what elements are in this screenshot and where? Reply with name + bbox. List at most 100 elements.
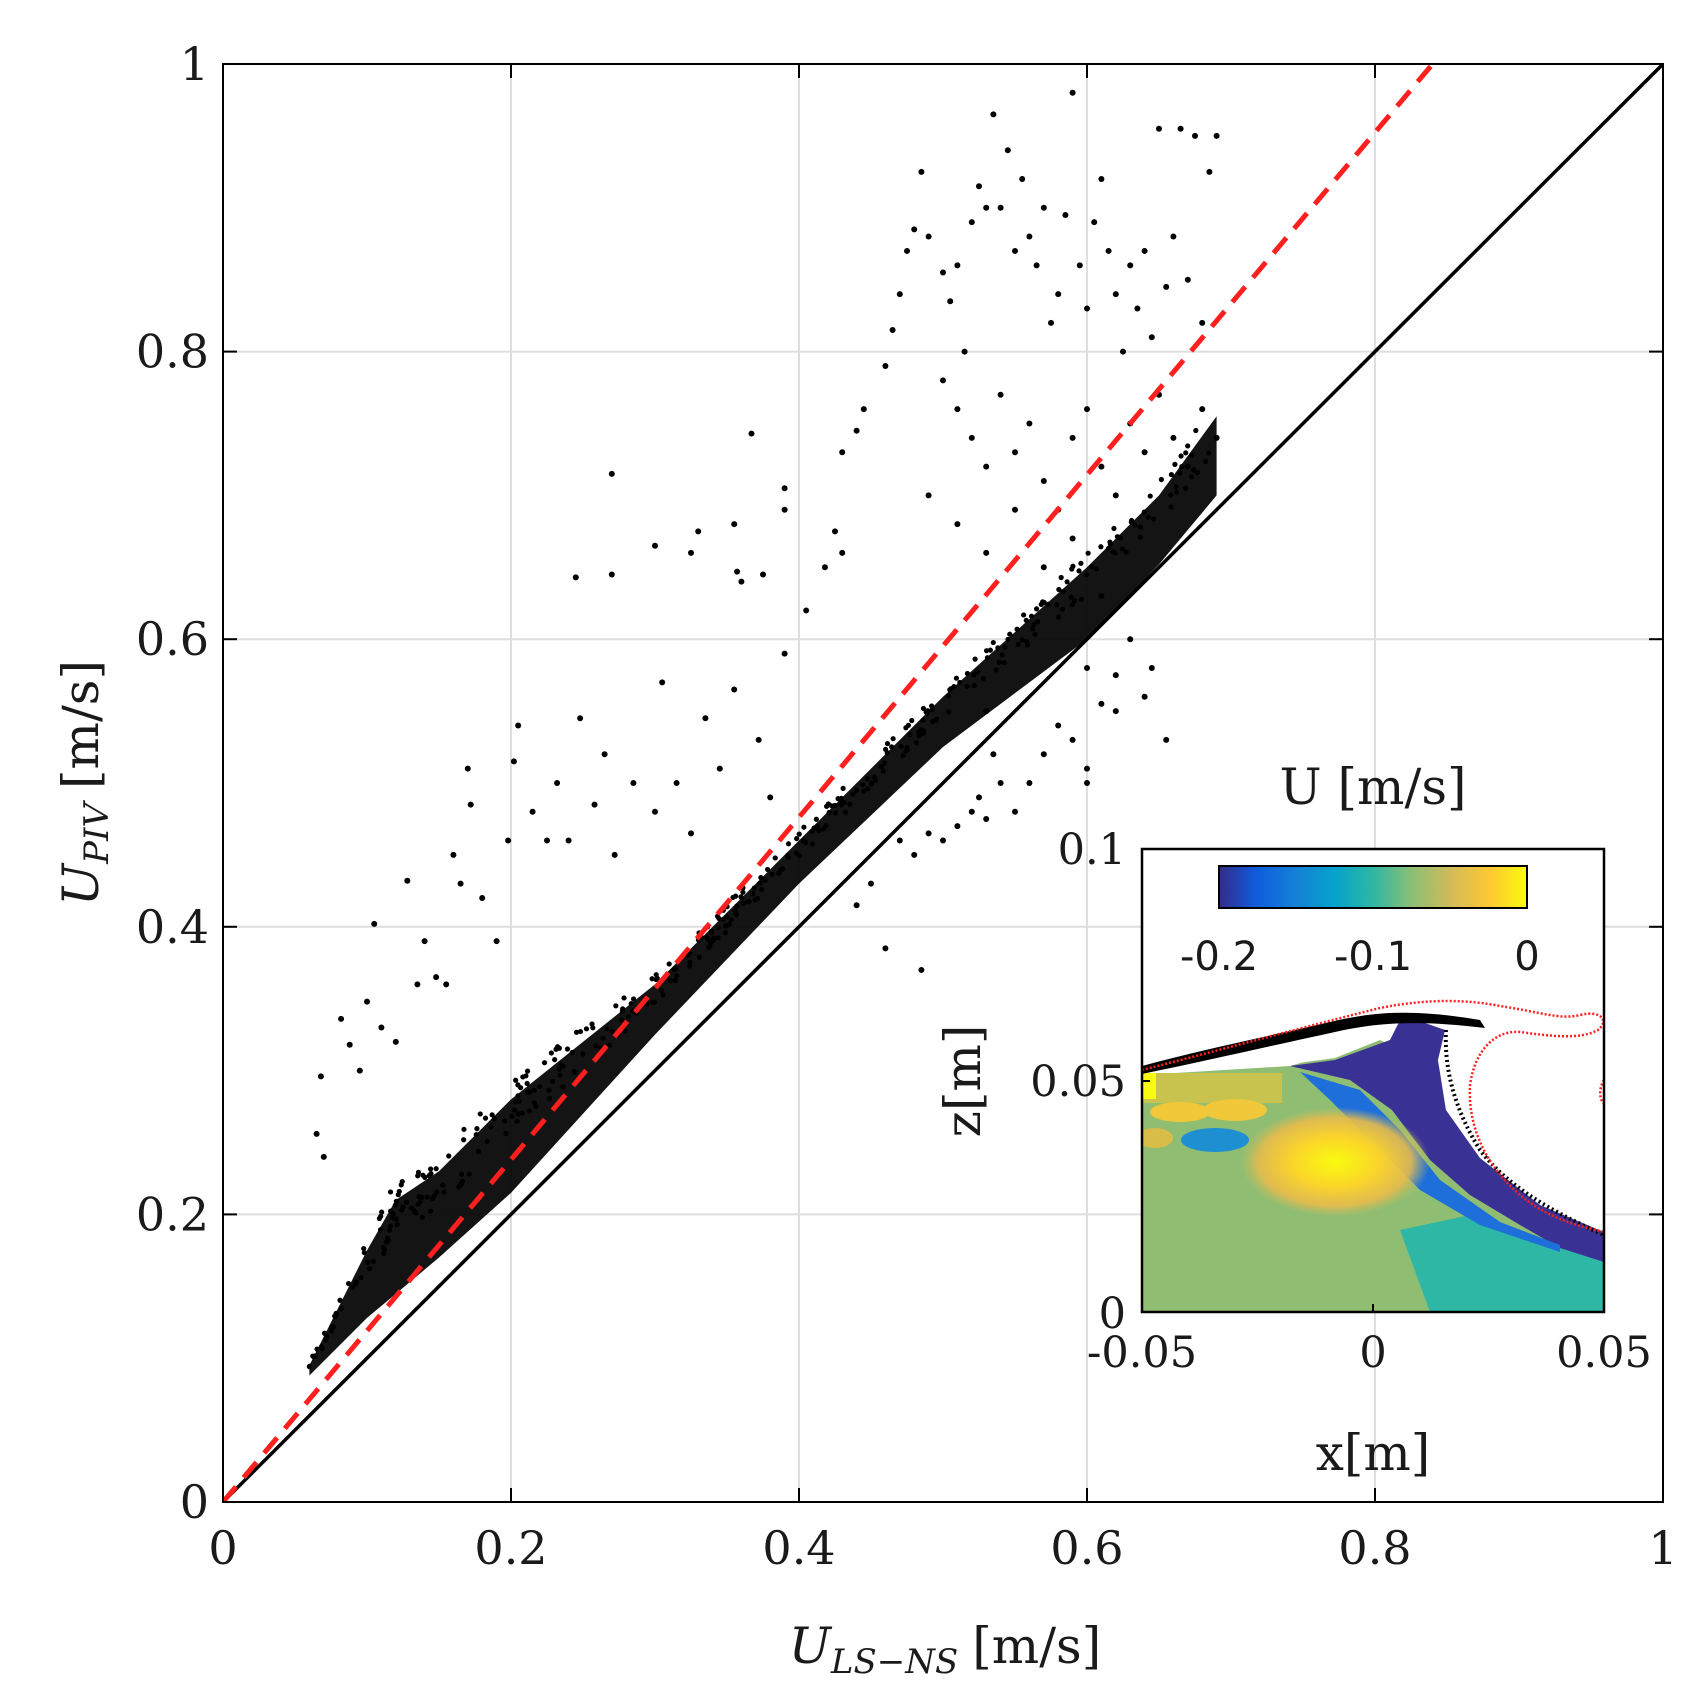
- band-point: [1178, 453, 1184, 459]
- band-point: [913, 740, 920, 746]
- scatter-point: [404, 877, 411, 884]
- band-point: [311, 1354, 317, 1360]
- band-point: [484, 1138, 490, 1145]
- scatter-point: [1084, 305, 1090, 312]
- band-point: [564, 1046, 571, 1052]
- band-point: [1060, 588, 1066, 595]
- scatter-point: [983, 549, 990, 556]
- band-point: [881, 760, 887, 766]
- band-point: [984, 655, 991, 661]
- band-point: [1019, 637, 1025, 643]
- scatter-point: [731, 686, 738, 693]
- band-point: [332, 1313, 338, 1319]
- band-point: [929, 706, 935, 713]
- band-point: [409, 1205, 415, 1211]
- band-point: [739, 895, 745, 901]
- band-point: [733, 911, 739, 917]
- scatter-point: [868, 880, 874, 887]
- y-tick-label: 1: [180, 37, 209, 91]
- scatter-point: [983, 815, 990, 822]
- band-point: [557, 1061, 563, 1067]
- band-point: [861, 788, 867, 794]
- band-point: [589, 1021, 595, 1027]
- scatter-point: [1033, 262, 1040, 269]
- band-point: [387, 1208, 394, 1214]
- scatter-point: [925, 830, 932, 837]
- band-point: [707, 940, 714, 946]
- band-point: [728, 917, 734, 923]
- band-point: [1085, 550, 1091, 556]
- scatter-point: [554, 780, 561, 786]
- scatter-point: [853, 902, 860, 909]
- band-point: [850, 791, 856, 797]
- band-point: [319, 1345, 325, 1352]
- scatter-point: [1040, 564, 1047, 571]
- scatter-point: [1098, 463, 1105, 470]
- scatter-point: [918, 168, 925, 175]
- scatter-point: [853, 427, 860, 434]
- scatter-point: [918, 966, 925, 973]
- band-point: [733, 893, 739, 899]
- band-point: [516, 1098, 522, 1105]
- scatter-point: [940, 837, 946, 844]
- x-tick-label: 0.4: [762, 1521, 835, 1575]
- band-point: [501, 1118, 508, 1124]
- band-point: [868, 780, 875, 786]
- scatter-point: [544, 837, 550, 844]
- band-point: [353, 1281, 359, 1287]
- inset-x-tick-label: 0: [1359, 1328, 1386, 1378]
- band-point: [1001, 659, 1007, 666]
- band-point: [672, 977, 678, 984]
- scatter-point: [832, 528, 838, 535]
- scatter-point: [1084, 406, 1090, 413]
- scatter-point: [1069, 89, 1076, 96]
- scatter-point: [1199, 319, 1206, 326]
- band-point: [840, 785, 846, 791]
- band-point: [622, 1028, 628, 1034]
- band-point: [666, 961, 672, 967]
- band-point: [524, 1080, 530, 1087]
- band-point: [933, 717, 939, 723]
- scatter-point: [1055, 722, 1062, 729]
- scatter-point: [572, 574, 579, 581]
- band-point: [428, 1166, 434, 1172]
- band-point: [762, 877, 768, 884]
- band-point: [393, 1198, 399, 1204]
- band-point: [964, 683, 970, 689]
- band-point: [971, 682, 977, 688]
- band-point: [580, 1051, 586, 1057]
- band-point: [330, 1324, 336, 1330]
- band-point: [458, 1171, 465, 1177]
- band-point: [842, 809, 849, 815]
- band-point: [1058, 574, 1064, 581]
- band-point: [446, 1153, 452, 1159]
- scatter-point: [911, 851, 918, 858]
- band-point: [1128, 517, 1135, 524]
- band-point: [466, 1171, 472, 1177]
- scatter-point: [1127, 636, 1134, 643]
- scatter-point: [346, 1041, 353, 1048]
- scatter-point: [320, 1153, 327, 1160]
- scatter-point: [781, 485, 788, 492]
- scatter-point: [1141, 693, 1148, 700]
- band-point: [609, 1028, 615, 1034]
- scatter-point: [748, 430, 755, 437]
- band-dots: [306, 427, 1212, 1370]
- band-point: [491, 1116, 497, 1122]
- band-point: [1076, 568, 1082, 574]
- band-point: [1189, 452, 1195, 458]
- scatter-point: [925, 492, 932, 499]
- band-point: [604, 1026, 610, 1032]
- band-point: [1112, 550, 1118, 556]
- y-tick-label: 0.4: [136, 900, 209, 954]
- band-point: [364, 1259, 371, 1265]
- band-point: [396, 1188, 402, 1195]
- band-point: [426, 1173, 432, 1179]
- band-point: [512, 1099, 518, 1105]
- scatter-point: [1156, 125, 1162, 132]
- scatter-point: [1098, 176, 1105, 183]
- band-point: [920, 730, 926, 736]
- scatter-point: [738, 578, 745, 585]
- band-point: [1137, 524, 1143, 530]
- band-point: [606, 1042, 612, 1048]
